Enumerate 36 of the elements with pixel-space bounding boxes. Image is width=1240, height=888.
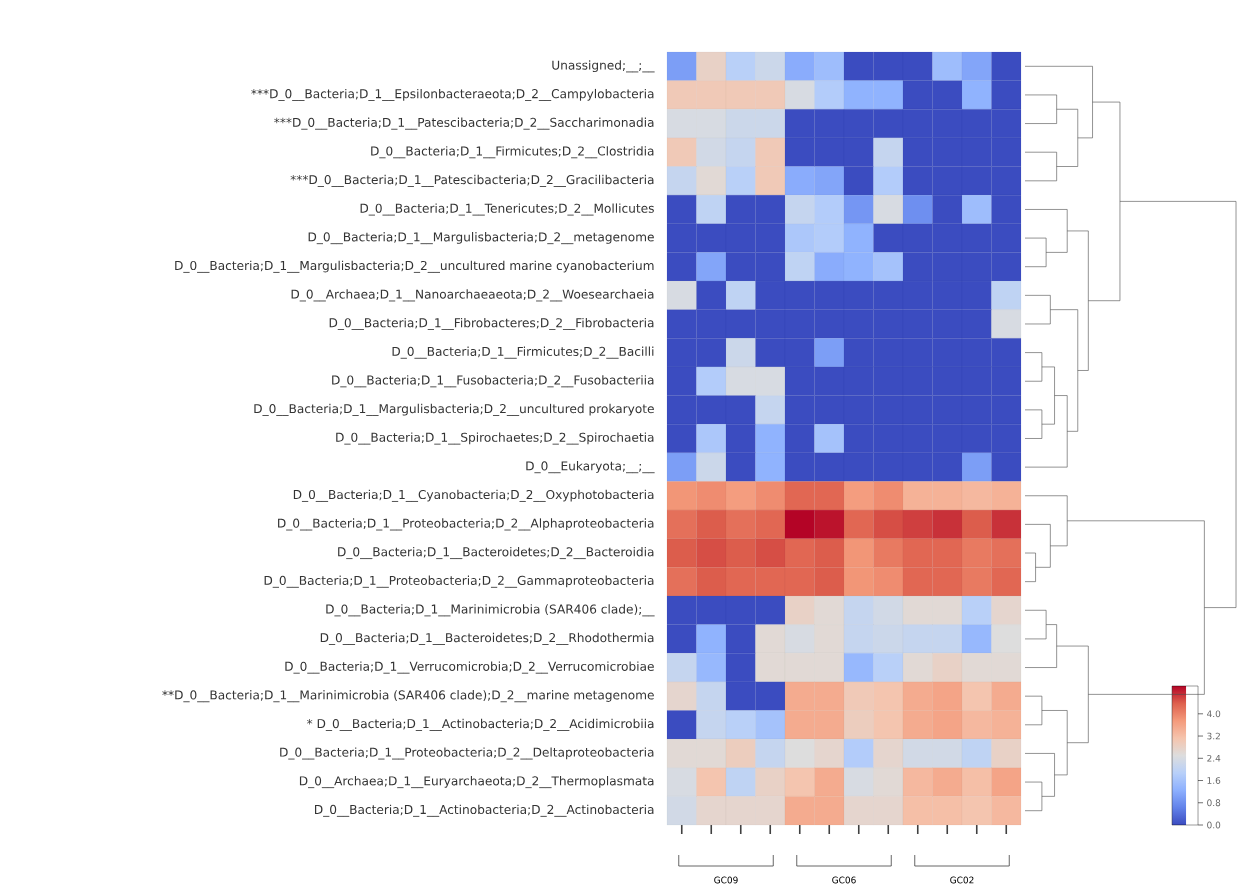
- y-tick-label: D_0__Eukaryota;__;__: [526, 461, 655, 474]
- y-tick-label: D_0__Bacteria;D_1__Cyanobacteria;D_2__Oxyphotobacteria: [293, 489, 654, 502]
- y-tick-label: D_0__Archaea;D_1__Nanoarchaeaeota;D_2__Woesearchaeia: [291, 289, 654, 302]
- y-tick-label: D_0__Bacteria;D_1__Bacteroidetes;D_2__Bacteroidia: [338, 546, 654, 560]
- y-tick-label: D_0__Bacteria;D_1__Marinimicrobia (SAR406 clade);__: [326, 604, 655, 617]
- y-tick-label: D_0__Bacteria;D_1__Fibrobacteres;D_2__Fibrobacteria: [329, 317, 654, 331]
- color-bar-label: 0.0: [1207, 821, 1221, 829]
- color-bar-label: 0.8: [1207, 799, 1221, 807]
- y-tick-label: Unassigned;__;__: [552, 60, 655, 73]
- y-tick-label: D_0__Bacteria;D_1__Actinobacteria;D_2__Actinobacteria: [315, 804, 654, 817]
- y-tick-label: * D_0__Bacteria;D_1__Actinobacteria;D_2__Acidimicrobiia: [306, 718, 654, 731]
- y-tick-label: ***D_0__Bacteria;D_1__Epsilonbacteraeota;D_2__Campylobacteria: [251, 88, 654, 101]
- y-tick-label: D_0__Archaea;D_1__Euryarchaeota;D_2__Thermoplasmata: [299, 776, 654, 789]
- text: GC06: [832, 876, 856, 884]
- y-tick-label: D_0__Bacteria;D_1__Proteobacteria;D_2__Gammaproteobacteria: [264, 575, 654, 588]
- y-tick-label: D_0__Bacteria;D_1__Verrucomicrobia;D_2__Verrucomicrobiae: [285, 661, 654, 674]
- y-tick-label: ***D_0__Bacteria;D_1__Patescibacteria;D_2__Saccharimonadia: [274, 117, 654, 130]
- y-tick-label: D_0__Bacteria;D_1__Margulisbacteria;D_2__metagenome: [308, 232, 654, 245]
- y-tick-label: ***D_0__Bacteria;D_1__Patescibacteria;D_2__Gracilibacteria: [290, 174, 654, 187]
- text: GC02: [950, 876, 974, 884]
- color-bar-label: 1.6: [1207, 777, 1221, 784]
- y-tick-label: **D_0__Bacteria;D_1__Marinimicrobia (SAR406 clade);D_2__marine metagenome: [162, 690, 654, 703]
- text: GC09: [714, 876, 738, 884]
- color-bar-label: 3.2: [1207, 732, 1220, 740]
- color-bar-label: 2.4: [1207, 754, 1221, 762]
- y-tick-label: D_0__Bacteria;D_1__Margulisbacteria;D_2__uncultured marine cyanobacterium: [175, 260, 654, 273]
- y-tick-label: D_0__Bacteria;D_1__Tenericutes;D_2__Mollicutes: [360, 203, 654, 216]
- y-tick-label: D_0__Bacteria;D_1__Spirochaetes;D_2__Spirochaetia: [336, 432, 654, 445]
- y-tick-label: D_0__Bacteria;D_1__Margulisbacteria;D_2__uncultured prokaryote: [254, 403, 654, 416]
- y-tick-label: D_0__Bacteria;D_1__Proteobacteria;D_2__Deltaproteobacteria: [280, 747, 654, 760]
- color-bar-label: 4.0: [1206, 710, 1221, 718]
- y-tick-label: D_0__Bacteria;D_1__Bacteroidetes;D_2__Rhodothermia: [320, 632, 654, 645]
- y-tick-label: D_0__Bacteria;D_1__Proteobacteria;D_2__Alphaproteobacteria: [278, 518, 654, 531]
- y-tick-label: D_0__Bacteria;D_1__Fusobacteria;D_2__Fusobacteriia: [332, 375, 654, 388]
- y-tick-label: D_0__Bacteria;D_1__Firmicutes;D_2__Bacilli: [392, 346, 654, 359]
- y-tick-label: D_0__Bacteria;D_1__Firmicutes;D_2__Clostridia: [371, 146, 654, 159]
